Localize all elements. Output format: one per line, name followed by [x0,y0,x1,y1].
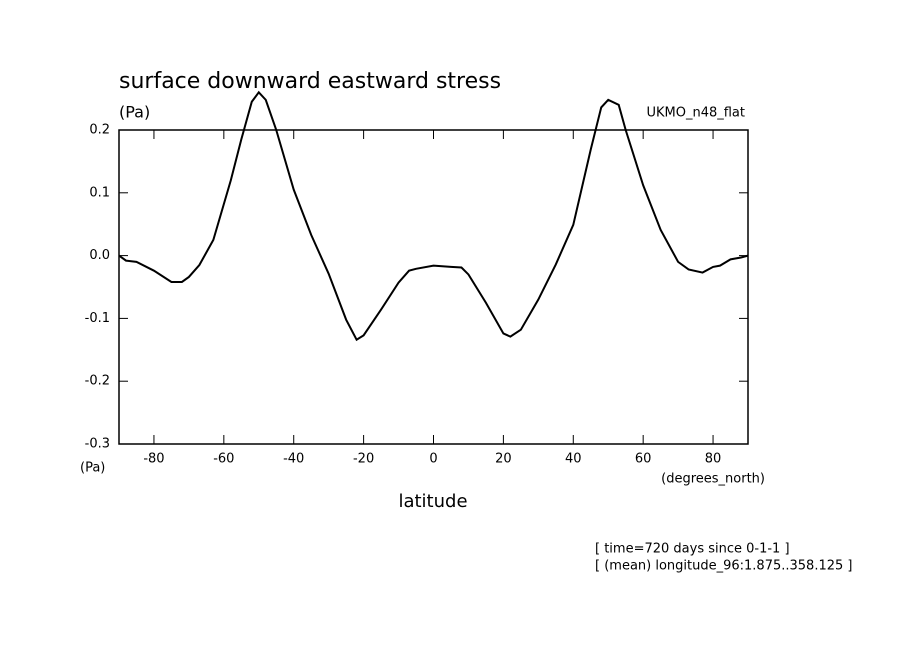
x-tick-label: 80 [705,452,722,467]
series-line [118,90,749,342]
y-tick-label: 0.2 [89,123,110,138]
y-tick-label: 0.0 [89,248,110,263]
x-tick-label: 60 [635,452,652,467]
y-tick-label: -0.3 [85,437,110,452]
x-tick-label: -80 [143,452,164,467]
y-tick-label: 0.1 [89,185,110,200]
y-units: (Pa) [119,103,150,122]
x-tick-label: -60 [213,452,234,467]
x-tick-label: -20 [353,452,374,467]
x-units: (degrees_north) [661,472,765,487]
x-tick-label: 0 [429,452,437,467]
x-tick-label: 20 [495,452,512,467]
x-tick-label: 40 [565,452,582,467]
x-axis-label: latitude [398,491,467,512]
x-tick-label: -40 [283,452,304,467]
annotation: [ time=720 days since 0-1-1 ] [595,542,790,557]
y-units-bottom: (Pa) [80,461,105,476]
chart-title: surface downward eastward stress [119,69,501,94]
y-tick-label: -0.2 [85,374,110,389]
plot-frame [118,129,749,445]
legend-entry: UKMO_n48_flat [646,106,745,121]
annotation: [ (mean) longitude_96:1.875..358.125 ] [595,559,852,574]
y-tick-label: -0.1 [85,311,110,326]
